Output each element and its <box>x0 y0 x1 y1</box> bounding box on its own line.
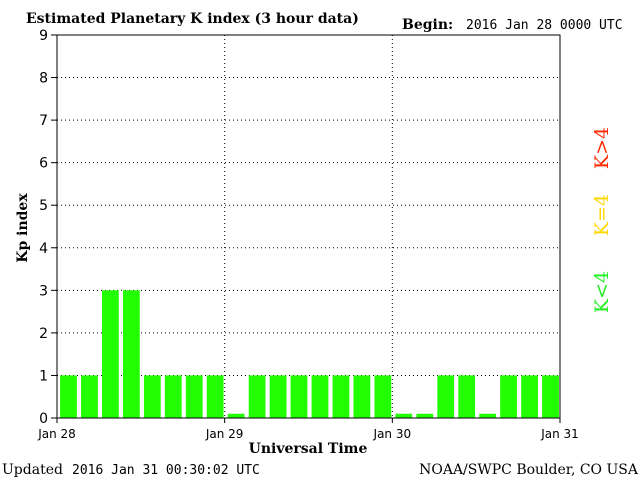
kp-bar <box>164 375 182 418</box>
y-tick-label: 6 <box>39 156 48 172</box>
y-tick-label: 0 <box>39 411 48 427</box>
x-axis-label: Universal Time <box>249 441 368 457</box>
y-tick-label: 3 <box>39 283 48 299</box>
kp-bar <box>206 375 224 418</box>
legend-k-less-4: K<4 <box>591 271 613 313</box>
y-axis-label: Kp index <box>15 193 31 263</box>
x-tick-label: Jan 30 <box>373 427 412 441</box>
updated-label: Updated <box>2 462 63 478</box>
kp-bar <box>185 375 203 418</box>
kp-bar <box>290 375 308 418</box>
kp-bar <box>122 290 140 418</box>
kp-bar <box>311 375 329 418</box>
legend-k-equal-4: K=4 <box>591 194 613 236</box>
y-axis-ticks: 0 1 2 3 4 5 6 7 8 9 <box>39 28 57 427</box>
y-tick-label: 8 <box>39 71 48 87</box>
legend-k-greater-4: K>4 <box>591 127 613 169</box>
kp-bar <box>269 375 287 418</box>
credit-text: NOAA/SWPC Boulder, CO USA <box>419 462 639 478</box>
plot-frame <box>56 34 561 419</box>
y-tick-label: 1 <box>39 368 48 384</box>
kp-bar <box>521 375 538 418</box>
x-tick-label: Jan 31 <box>540 427 579 441</box>
chart-title: Estimated Planetary K index (3 hour data… <box>26 11 359 27</box>
kp-bar <box>437 375 455 418</box>
y-tick-label: 4 <box>39 241 48 257</box>
y-tick-label: 5 <box>39 198 48 214</box>
x-axis-ticks: Jan 28 Jan 29 Jan 30 Jan 31 <box>37 418 579 441</box>
kp-bar <box>500 375 517 418</box>
updated-value: 2016 Jan 31 00:30:02 UTC <box>72 463 260 478</box>
kp-bar <box>479 413 497 418</box>
kp-bar <box>227 413 245 418</box>
kp-bar <box>81 375 98 418</box>
kp-bar <box>102 290 119 418</box>
y-tick-label: 9 <box>39 28 48 44</box>
x-tick-label: Jan 28 <box>37 427 76 441</box>
kp-bar <box>353 375 371 418</box>
kp-bar <box>60 375 77 418</box>
begin-label: Begin: <box>402 17 453 33</box>
kp-bar <box>332 375 350 418</box>
bars <box>60 290 559 418</box>
y-tick-label: 2 <box>39 326 48 342</box>
begin-value: 2016 Jan 28 0000 UTC <box>466 18 623 33</box>
y-tick-label: 7 <box>39 113 48 129</box>
kp-bar <box>374 375 392 418</box>
kp-bar <box>143 375 161 418</box>
kp-bar <box>395 413 413 418</box>
kp-bar <box>416 413 434 418</box>
kp-bar <box>542 375 559 418</box>
kp-bar <box>458 375 476 418</box>
kp-bar <box>248 375 266 418</box>
x-tick-label: Jan 29 <box>205 427 244 441</box>
